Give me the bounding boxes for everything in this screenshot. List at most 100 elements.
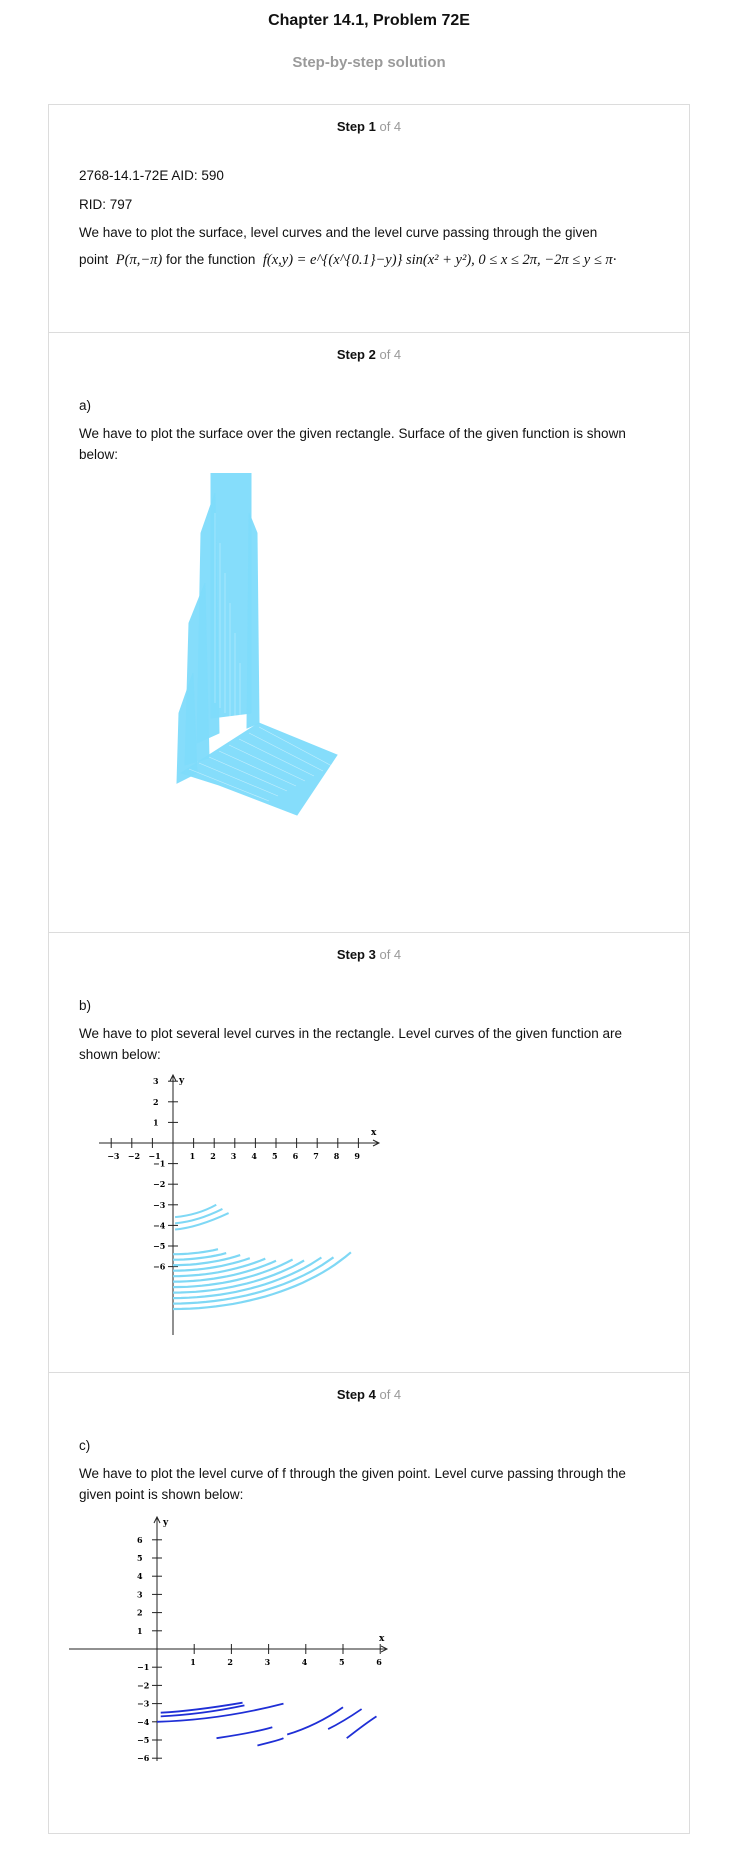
step-1-count: of 4 bbox=[379, 119, 402, 134]
plot-c-y-tick-label: 1 bbox=[137, 1626, 143, 1636]
plot-c-y-tick-label: 6 bbox=[137, 1535, 143, 1545]
surface-mesh-line bbox=[258, 726, 333, 767]
step-3-label: Step 3 bbox=[336, 947, 376, 962]
surface-mesh-line bbox=[248, 732, 324, 772]
plot-b-level-curve bbox=[173, 1252, 227, 1261]
plot-c-y-tick-label: −6 bbox=[137, 1753, 150, 1763]
step-1-aid: 2768-14.1-72E AID: 590 bbox=[79, 168, 224, 183]
plot-c-x-arrow bbox=[380, 1645, 389, 1653]
plot-b-x-tick-label: 7 bbox=[313, 1151, 319, 1161]
plot-b-x-tick-label: 3 bbox=[231, 1151, 237, 1161]
plot-b-y-tick-label: 1 bbox=[153, 1117, 159, 1127]
plot-c-y-tick-label: 4 bbox=[137, 1571, 143, 1581]
step-2-label: Step 2 bbox=[336, 347, 376, 362]
plot-c-level-curve bbox=[257, 1737, 284, 1747]
level-curves-plot: x y −3 −2 −1 1 2 3 4 5 6 7 8 9 3 2 1 −1 −2 −3 −4 −5 −6 bbox=[99, 1073, 381, 1335]
plot-c-y-tick-label: −3 bbox=[137, 1699, 150, 1709]
plot-c-y-tick-label: 2 bbox=[137, 1608, 143, 1618]
plot-c-level-curve bbox=[327, 1708, 363, 1730]
plot-b-x-tick-label: −3 bbox=[107, 1151, 120, 1161]
step-2-panel: Step 2 of 4 a) We have to plot the surfa… bbox=[48, 332, 690, 933]
step-3-text: We have to plot several level curves in … bbox=[79, 1026, 623, 1062]
step-2-heading: Step 2 of 4 bbox=[49, 347, 689, 362]
step-2-count: of 4 bbox=[379, 347, 402, 362]
plot-b-y-tick-label: −1 bbox=[153, 1159, 165, 1169]
plot-b-x-label: x bbox=[371, 1128, 377, 1138]
step-4-count: of 4 bbox=[379, 1387, 402, 1402]
step-1-panel: Step 1 of 4 2768-14.1-72E AID: 590 RID: … bbox=[48, 104, 690, 333]
plot-b-level-curve bbox=[174, 1203, 217, 1219]
plot-b-y-tick-label: −5 bbox=[153, 1241, 165, 1251]
step-3-heading: Step 3 of 4 bbox=[49, 947, 689, 962]
plot-b-level-curve bbox=[172, 1251, 352, 1311]
plot-c-y-arrow bbox=[153, 1515, 161, 1524]
plot-b-x-tick-label: −2 bbox=[128, 1151, 140, 1161]
plot-c-x-tick-label: 3 bbox=[265, 1657, 271, 1667]
plot-b-level-curve bbox=[172, 1258, 294, 1289]
plot-b-x-tick-label: 6 bbox=[293, 1151, 299, 1161]
step-1-rid: RID: 797 bbox=[79, 197, 133, 212]
plot-b-y-tick-label: −2 bbox=[153, 1179, 165, 1189]
plot-b-level-curve bbox=[173, 1259, 277, 1283]
surface-mesh-line bbox=[228, 744, 306, 782]
plot-b-level-curve bbox=[172, 1256, 322, 1300]
plot-c-x-tick-label: 2 bbox=[227, 1657, 233, 1667]
surface-wall-strip bbox=[246, 512, 260, 729]
plot-b-level-curve bbox=[173, 1248, 219, 1256]
step-3-count: of 4 bbox=[379, 947, 402, 962]
step-1-text: We have to plot the surface, level curve… bbox=[79, 225, 598, 240]
step-4-part: c) bbox=[79, 1438, 91, 1453]
plot-c-y-tick-label: −1 bbox=[137, 1662, 149, 1672]
plot-c-y-tick-label: −4 bbox=[137, 1717, 150, 1727]
plot-b-x-tick-label: −1 bbox=[148, 1151, 160, 1161]
plot-c-y-tick-label: −2 bbox=[137, 1680, 149, 1690]
plot-c-level-curve bbox=[286, 1706, 344, 1736]
step-4-label: Step 4 bbox=[336, 1387, 376, 1402]
step-1-heading: Step 1 of 4 bbox=[49, 119, 689, 134]
step-4-text: We have to plot the level curve of f thr… bbox=[79, 1466, 626, 1502]
surface-mesh-line bbox=[218, 750, 297, 787]
plot-b-x-tick-label: 1 bbox=[190, 1151, 196, 1161]
plot-c-x-label: x bbox=[379, 1634, 385, 1644]
plot-b-level-curve bbox=[172, 1256, 335, 1305]
plot-b-y-tick-label: −6 bbox=[153, 1262, 166, 1272]
step-1-text-line2: point P(π,−π) for the function f(x,y) = … bbox=[79, 249, 659, 271]
page-subtitle: Step-by-step solution bbox=[292, 54, 446, 71]
plot-c-y-label: y bbox=[162, 1518, 169, 1528]
plot-c-level-curve bbox=[160, 1704, 245, 1718]
plot-b-x-tick-label: 9 bbox=[354, 1151, 360, 1161]
step-4-panel: Step 4 of 4 c) We have to plot the level… bbox=[48, 1372, 690, 1834]
step-2-part: a) bbox=[79, 398, 92, 413]
step-1-function-label: for the function bbox=[166, 252, 256, 267]
step-3-panel: Step 3 of 4 b) We have to plot several l… bbox=[48, 932, 690, 1373]
plot-b-level-curve bbox=[172, 1257, 266, 1278]
plot-b-level-curve bbox=[174, 1212, 230, 1231]
plot-b-x-tick-label: 4 bbox=[251, 1151, 257, 1161]
plot-c-x-tick-label: 1 bbox=[190, 1657, 196, 1667]
plot-b-x-tick-label: 8 bbox=[334, 1151, 340, 1161]
plot-c-y-tick-label: 3 bbox=[137, 1589, 143, 1599]
plot-b-level-curve bbox=[174, 1208, 223, 1225]
plot-b-y-arrow bbox=[169, 1073, 177, 1082]
surface-mesh-line bbox=[198, 762, 279, 797]
surface-mesh-line bbox=[208, 756, 288, 792]
plot-c-level-curve bbox=[156, 1702, 284, 1723]
plot-b-y-tick-label: −3 bbox=[153, 1200, 166, 1210]
plot-b-x-arrow bbox=[372, 1139, 381, 1147]
plot-b-y-tick-label: −4 bbox=[153, 1220, 166, 1230]
plot-b-y-tick-label: 2 bbox=[153, 1097, 159, 1107]
step-3-part: b) bbox=[79, 998, 92, 1013]
step-2-text: We have to plot the surface over the giv… bbox=[79, 426, 626, 462]
plot-b-y-tick-label: 3 bbox=[153, 1076, 159, 1086]
surface-mesh-line bbox=[188, 768, 270, 802]
plot-c-level-curve bbox=[216, 1726, 273, 1740]
given-point: P(π,−π) bbox=[115, 252, 163, 268]
plot-c-x-tick-label: 5 bbox=[339, 1657, 345, 1667]
surface-mesh-line bbox=[238, 738, 315, 777]
plot-b-x-tick-label: 5 bbox=[272, 1151, 278, 1161]
page-title: Chapter 14.1, Problem 72E bbox=[268, 12, 470, 29]
plot-c-x-tick-label: 4 bbox=[302, 1657, 308, 1667]
plot-b-level-curve bbox=[172, 1254, 241, 1267]
function-formula: f(x,y) = e^{(x^{0.1}−y)} sin(x² + y²), 0… bbox=[262, 252, 617, 268]
step-1-point-label: point bbox=[79, 252, 109, 267]
